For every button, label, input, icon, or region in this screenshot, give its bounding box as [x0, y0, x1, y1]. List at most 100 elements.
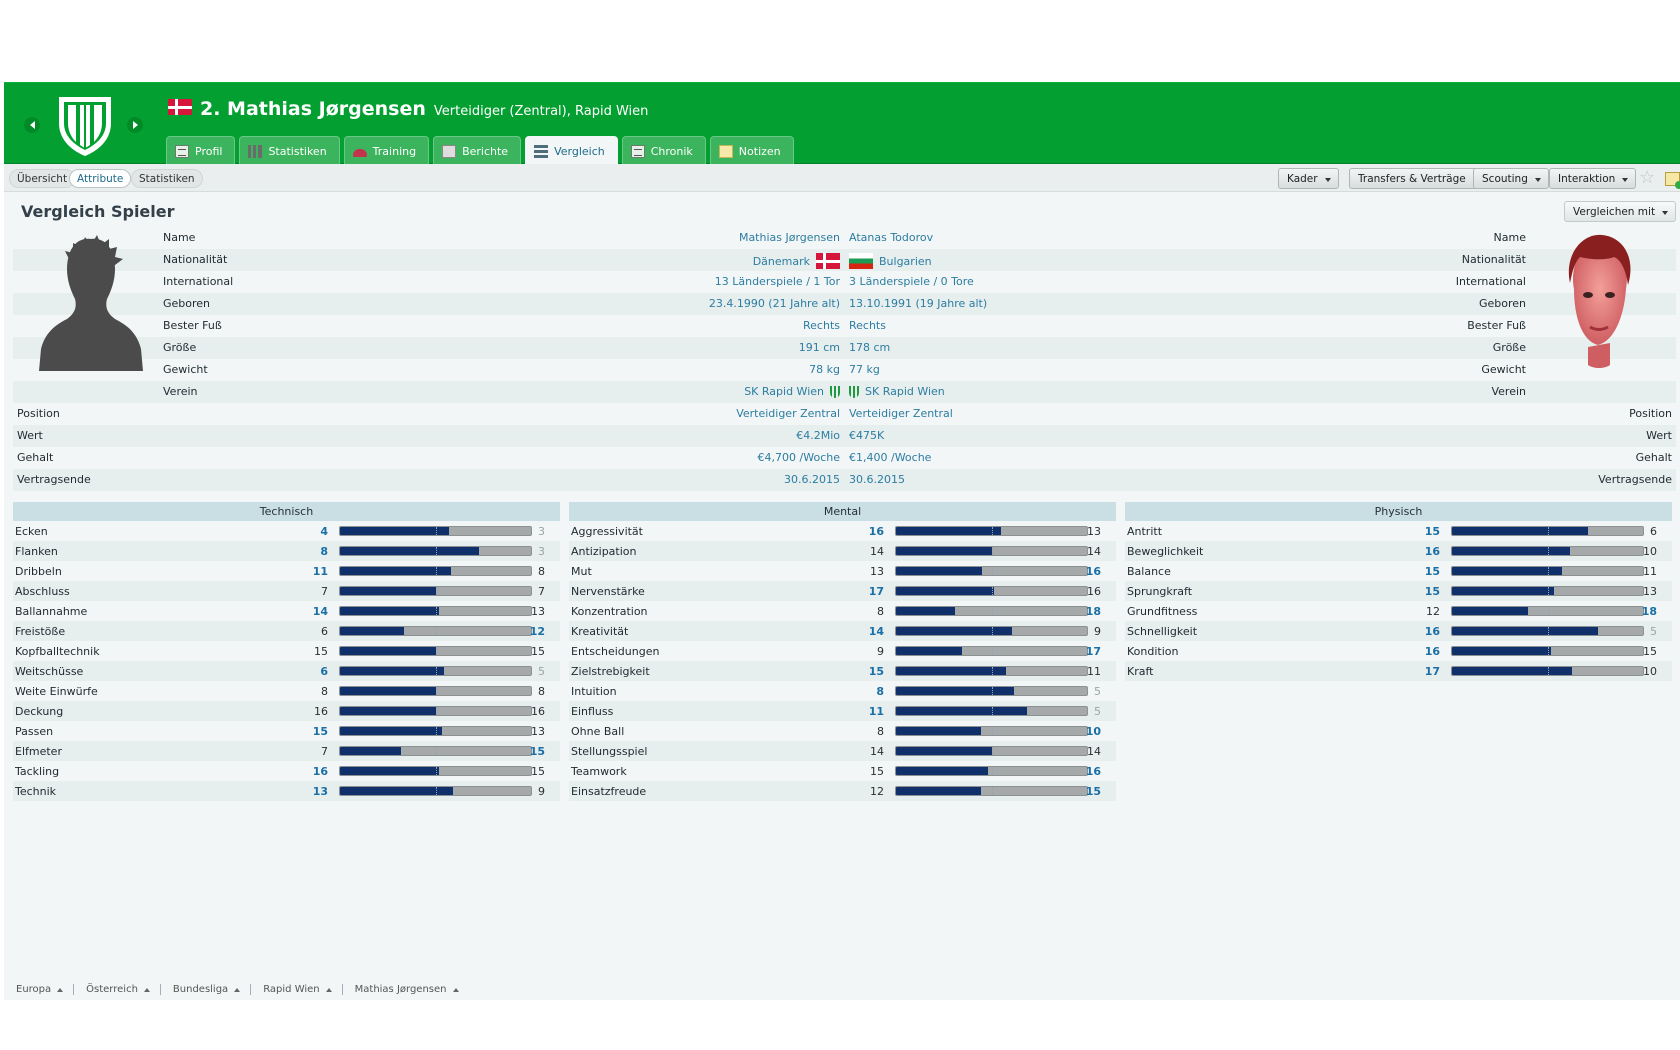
right-player-attribute-value: 5	[1094, 685, 1101, 698]
comparison-bar	[339, 526, 532, 536]
attribute-name: Antizipation	[571, 545, 637, 558]
comparison-bar	[895, 566, 1088, 576]
left-player-value: Rechts	[803, 319, 840, 332]
attribute-row: Teamwork 15 16	[569, 761, 1116, 781]
comparison-bar-fill	[340, 567, 451, 575]
right-player-attribute-value: 5	[538, 665, 545, 678]
left-player-attribute-value: 8	[877, 605, 884, 618]
value-text: 178 cm	[849, 341, 891, 354]
comparison-bar-midline	[991, 567, 993, 575]
right-player-attribute-value: 16	[531, 705, 545, 718]
left-player-value: 23.4.1990 (21 Jahre alt)	[709, 297, 840, 310]
attribute-name: Antritt	[1127, 525, 1163, 538]
star-icon[interactable]: ☆	[1639, 167, 1656, 188]
club-crest-icon[interactable]	[55, 93, 115, 157]
comparison-bar-midline	[435, 707, 437, 715]
history-icon	[630, 144, 645, 158]
tab-training[interactable]: Training	[343, 136, 430, 165]
breadcrumb-item[interactable]: Mathias Jørgensen	[353, 984, 469, 995]
left-player-attribute-value: 12	[870, 785, 884, 798]
comparison-bar-midline	[1547, 647, 1549, 655]
comparison-bar-fill	[896, 727, 981, 735]
next-player-button[interactable]	[127, 117, 143, 133]
transfers-menu-button[interactable]: Transfers & Verträge	[1349, 168, 1487, 189]
tab-notizen[interactable]: Notizen	[709, 136, 794, 165]
scouting-menu-button[interactable]: Scouting	[1473, 168, 1549, 189]
right-player-value[interactable]: Atanas Todorov	[849, 231, 933, 244]
left-player-value[interactable]: Mathias Jørgensen	[739, 231, 840, 244]
breadcrumb-item[interactable]: Europa	[14, 984, 73, 995]
left-player-attribute-value: 16	[1424, 545, 1440, 558]
right-player-attribute-value: 6	[1650, 525, 1657, 538]
club-crest-icon	[849, 385, 859, 398]
comparison-bar	[895, 786, 1088, 796]
attr-panel-title: Physisch	[1125, 502, 1672, 521]
compare-table: Name Mathias Jørgensen Atanas Todorov Name N…	[13, 227, 1676, 491]
left-player-attribute-value: 15	[314, 645, 328, 658]
comparison-bar	[1451, 666, 1644, 676]
comparison-bar-fill	[896, 687, 1014, 695]
attribute-name: Weite Einwürfe	[15, 685, 98, 698]
attribute-name: Freistöße	[15, 625, 66, 638]
tab-berichte[interactable]: Berichte	[433, 136, 522, 165]
right-player-value[interactable]: SK Rapid Wien	[849, 385, 945, 398]
left-player-attribute-value: 11	[868, 705, 884, 718]
subnav-uebersicht[interactable]: Übersicht	[9, 169, 76, 188]
right-player-value: Bulgarien	[849, 253, 932, 269]
previous-player-button[interactable]	[24, 117, 40, 133]
tab-vergleich[interactable]: Vergleich	[525, 136, 618, 165]
compare-label-right: Wert	[1646, 429, 1672, 442]
attribute-row: Ohne Ball 8 10	[569, 721, 1116, 741]
right-player-attribute-value: 8	[538, 685, 545, 698]
breadcrumb-separator	[250, 984, 252, 995]
attribute-row: Beweglichkeit 16 10	[1125, 541, 1672, 561]
subnav-attribute[interactable]: Attribute	[69, 169, 132, 188]
left-player-value[interactable]: SK Rapid Wien	[744, 385, 840, 398]
attribute-row: Kreativität 14 9	[569, 621, 1116, 641]
comparison-bar-midline	[991, 707, 993, 715]
player-name-title: 2. Mathias Jørgensen	[200, 98, 426, 120]
comparison-bar-midline	[991, 607, 993, 615]
comparison-bar-fill	[896, 587, 995, 595]
tab-statistiken[interactable]: Statistiken	[239, 136, 340, 165]
kader-menu-button[interactable]: Kader	[1278, 168, 1339, 189]
subnav-statistiken[interactable]: Statistiken	[131, 169, 203, 188]
attribute-row: Intuition 8 5	[569, 681, 1116, 701]
left-player-attribute-value: 8	[876, 685, 884, 698]
compare-row: Bester Fuß Rechts Rechts Bester Fuß	[13, 315, 1676, 337]
right-player-attribute-value: 10	[1643, 545, 1657, 558]
left-player-attribute-value: 11	[312, 565, 328, 578]
attribute-name: Kopfballtechnik	[15, 645, 100, 658]
left-player-attribute-value: 14	[870, 745, 884, 758]
tab-profil[interactable]: Profil	[166, 136, 236, 165]
add-note-icon[interactable]	[1665, 172, 1680, 189]
left-player-attribute-value: 8	[321, 685, 328, 698]
left-player-attribute-value: 15	[1424, 585, 1440, 598]
interaktion-menu-button[interactable]: Interaktion	[1549, 168, 1637, 189]
tab-label: Notizen	[738, 144, 781, 158]
comparison-bar-midline	[435, 767, 437, 775]
attribute-name: Intuition	[571, 685, 617, 698]
compare-with-button[interactable]: Vergleichen mit	[1564, 201, 1677, 222]
breadcrumb-item[interactable]: Rapid Wien	[261, 984, 341, 995]
training-icon	[352, 149, 367, 157]
compare-label-left: Gewicht	[163, 363, 208, 376]
comparison-bar-midline	[991, 667, 993, 675]
right-player-attribute-value: 16	[1087, 585, 1101, 598]
attribute-row: Entscheidungen 9 17	[569, 641, 1116, 661]
attribute-name: Kondition	[1127, 645, 1179, 658]
tab-chronik[interactable]: Chronik	[621, 136, 706, 165]
comparison-bar-midline	[1547, 567, 1549, 575]
breadcrumb-item[interactable]: Österreich	[84, 984, 160, 995]
comparison-bar-midline	[991, 627, 993, 635]
left-player-attribute-value: 16	[312, 765, 328, 778]
comparison-bar	[895, 686, 1088, 696]
right-player-attribute-value: 3	[538, 525, 545, 538]
left-player-attribute-value: 17	[1424, 665, 1440, 678]
right-player-attribute-value: 11	[1087, 665, 1101, 678]
attribute-row: Einsatzfreude 12 15	[569, 781, 1116, 801]
compare-label-right: International	[1455, 275, 1526, 288]
attribute-name: Abschluss	[15, 585, 70, 598]
right-player-attribute-value: 11	[1643, 565, 1657, 578]
breadcrumb-item[interactable]: Bundesliga	[171, 984, 250, 995]
